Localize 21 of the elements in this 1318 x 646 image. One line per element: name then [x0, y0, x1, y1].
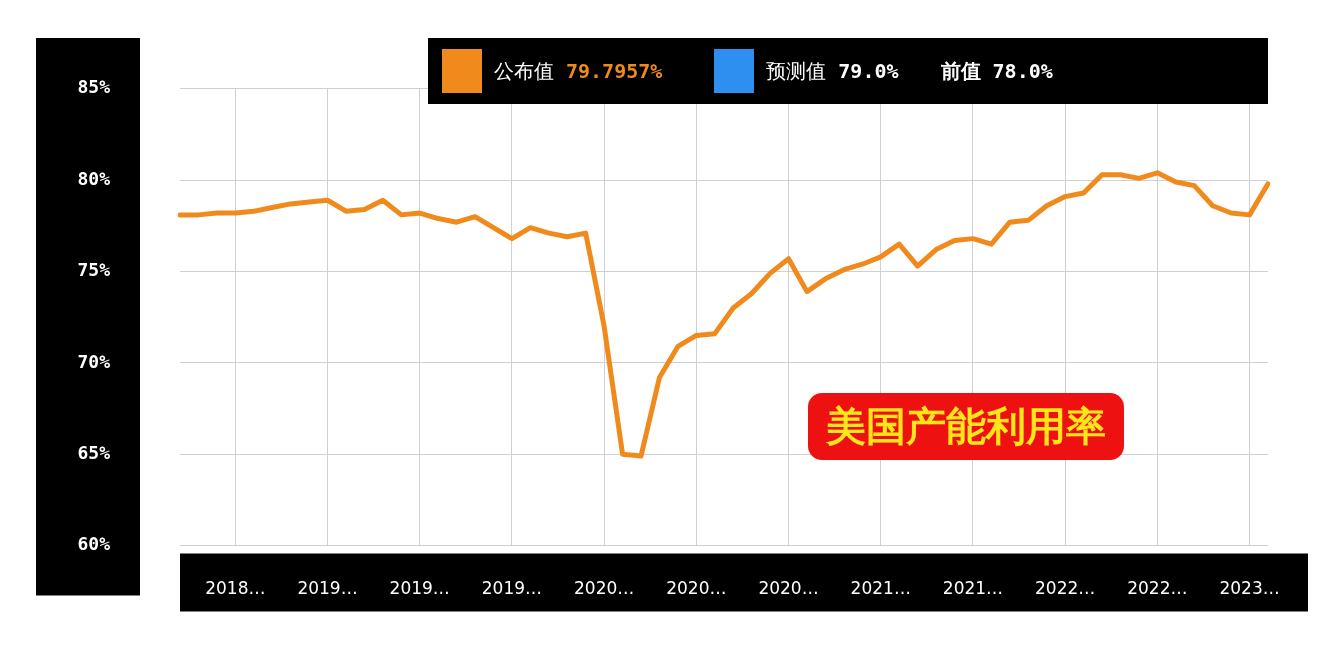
x-tick-label: 2019…	[389, 578, 450, 599]
y-tick-label: 70%	[77, 350, 111, 372]
x-tick-label: 2022…	[1127, 578, 1188, 599]
x-tick-label: 2019…	[481, 578, 543, 599]
y-tick-label: 60%	[77, 533, 111, 555]
x-tick-label: 2020…	[666, 578, 727, 599]
x-tick-label: 2018…	[205, 578, 266, 599]
x-tick-label: 2023…	[1219, 578, 1280, 599]
y-tick-label: 85%	[77, 76, 111, 98]
text: 美国产能利用率	[808, 393, 1124, 460]
y-tick-label: 65%	[77, 441, 111, 463]
x-tick-label: 2020…	[574, 578, 635, 599]
legend-panel: 公布值 79.7957% 预测值 79.0% 前值 78.0%	[428, 38, 1268, 104]
y-tick-label: 75%	[77, 259, 111, 281]
legend-label: 公布值	[494, 57, 554, 85]
x-tick-label: 2020…	[758, 578, 819, 599]
y-tick-label: 80%	[77, 167, 111, 189]
x-tick-label: 2021…	[850, 578, 911, 599]
x-tick-label: 2019…	[297, 578, 358, 599]
x-tick-label: 2021…	[942, 578, 1004, 599]
x-tick-label: 2022…	[1035, 578, 1096, 599]
